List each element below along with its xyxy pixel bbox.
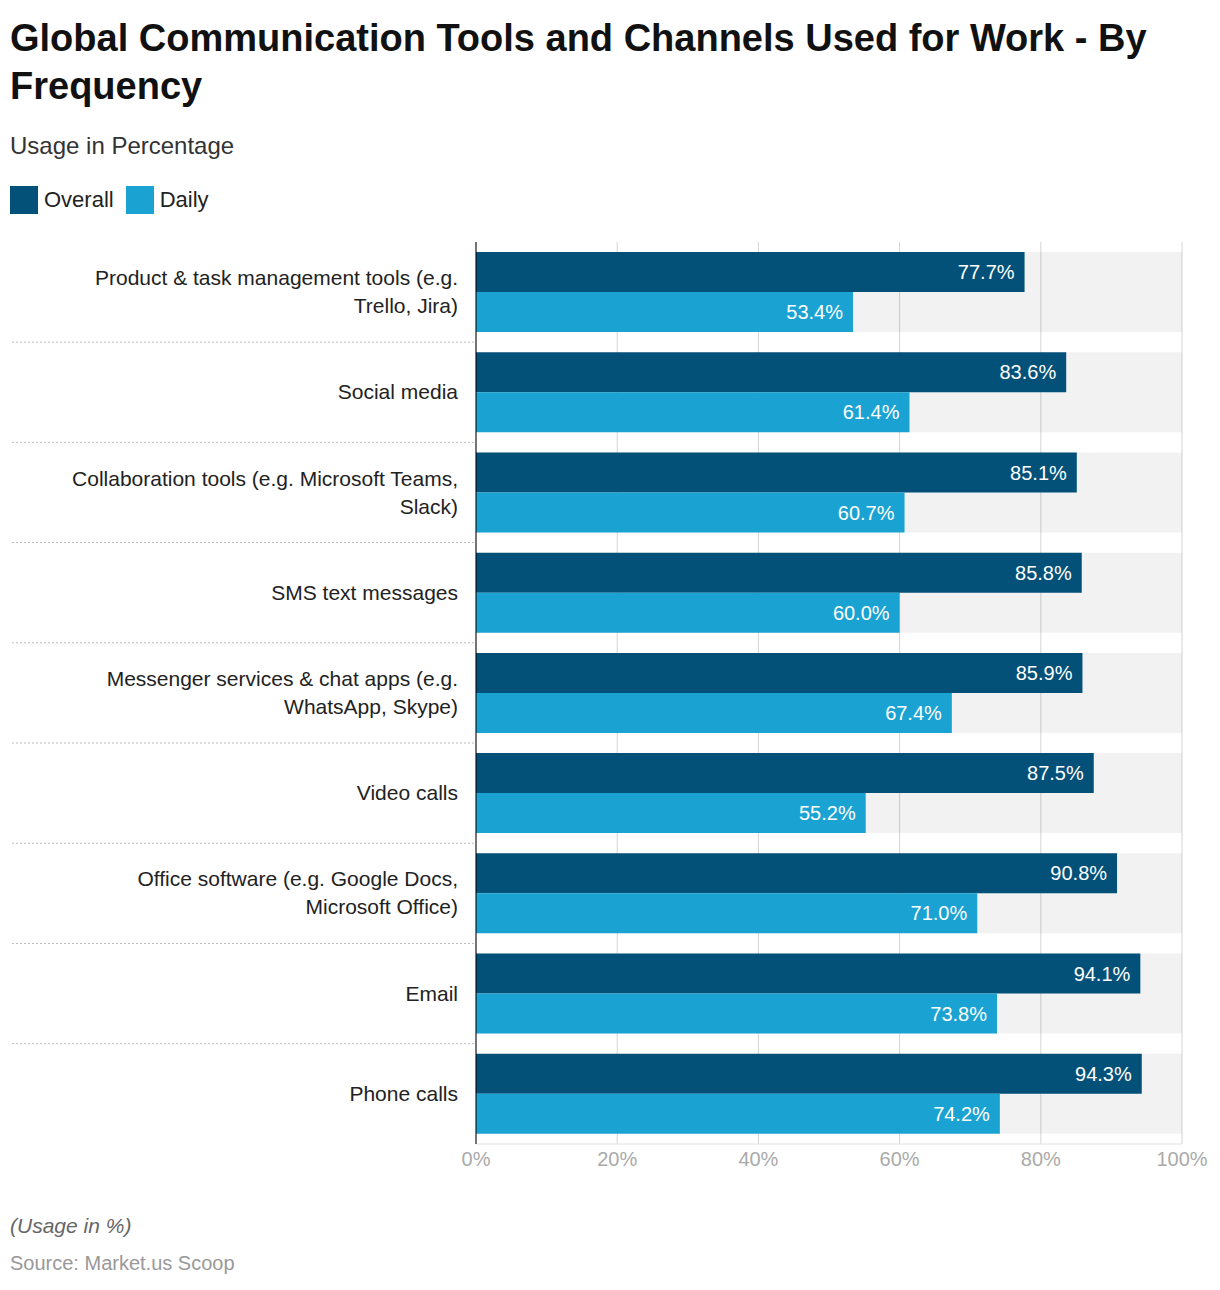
svg-text:20%: 20% xyxy=(597,1148,637,1170)
svg-text:100%: 100% xyxy=(1156,1148,1207,1170)
svg-text:90.8%: 90.8% xyxy=(1050,862,1107,884)
svg-text:Video calls: Video calls xyxy=(357,781,458,804)
svg-text:Messenger services & chat apps: Messenger services & chat apps (e.g.What… xyxy=(107,667,458,718)
svg-text:53.4%: 53.4% xyxy=(786,301,843,323)
svg-text:Product & task management tool: Product & task management tools (e.g.Tre… xyxy=(95,266,458,317)
svg-text:0%: 0% xyxy=(462,1148,491,1170)
html-text:Usage in Percentage: Usage in Percentage xyxy=(10,132,235,159)
html-text:(Usage in %): (Usage in %) xyxy=(10,1214,132,1237)
svg-text:94.3%: 94.3% xyxy=(1075,1063,1132,1085)
html-text:Global Communication Tools and: Global Communication Tools and Channels … xyxy=(10,17,1147,107)
html-text:Daily: Daily xyxy=(159,187,209,212)
svg-text:71.0%: 71.0% xyxy=(911,902,968,924)
svg-text:83.6%: 83.6% xyxy=(999,361,1056,383)
svg-text:55.2%: 55.2% xyxy=(799,802,856,824)
svg-text:Office software (e.g. Google D: Office software (e.g. Google Docs,Micros… xyxy=(137,867,458,918)
html-text:Source: Market.us Scoop: Source: Market.us Scoop xyxy=(10,1252,235,1274)
svg-text:94.1%: 94.1% xyxy=(1074,963,1131,985)
svg-text:Social media: Social media xyxy=(338,380,459,403)
svg-text:Phone calls: Phone calls xyxy=(349,1082,458,1105)
svg-text:Email: Email xyxy=(405,982,458,1005)
svg-text:60%: 60% xyxy=(880,1148,920,1170)
svg-text:SMS text messages: SMS text messages xyxy=(271,581,458,604)
svg-text:80%: 80% xyxy=(1021,1148,1061,1170)
svg-text:61.4%: 61.4% xyxy=(843,401,900,423)
svg-text:Collaboration tools (e.g. Micr: Collaboration tools (e.g. Microsoft Team… xyxy=(72,467,458,518)
svg-text:60.7%: 60.7% xyxy=(838,502,895,524)
svg-text:60.0%: 60.0% xyxy=(833,602,890,624)
html-text:Overall: Overall xyxy=(44,187,114,212)
svg-text:74.2%: 74.2% xyxy=(933,1103,990,1125)
svg-text:85.9%: 85.9% xyxy=(1016,662,1073,684)
svg-text:87.5%: 87.5% xyxy=(1027,762,1084,784)
svg-text:85.8%: 85.8% xyxy=(1015,562,1072,584)
svg-text:77.7%: 77.7% xyxy=(958,261,1015,283)
svg-text:67.4%: 67.4% xyxy=(885,702,942,724)
svg-text:73.8%: 73.8% xyxy=(930,1003,987,1025)
svg-text:40%: 40% xyxy=(738,1148,778,1170)
svg-text:85.1%: 85.1% xyxy=(1010,462,1067,484)
